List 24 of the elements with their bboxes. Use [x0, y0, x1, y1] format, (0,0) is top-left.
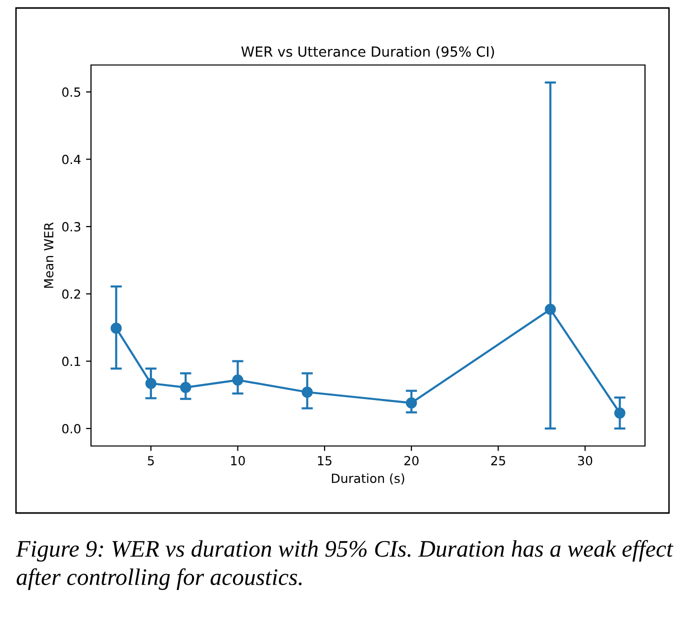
point [302, 386, 313, 398]
y-tick-label: 0.2 [62, 289, 80, 299]
y-tick-label: 0.3 [62, 222, 80, 232]
x-tick-label: 5 [148, 456, 154, 466]
point [614, 407, 626, 419]
point [180, 382, 192, 393]
x-tick-label: 25 [491, 456, 506, 466]
x-tick-label: 20 [404, 456, 419, 466]
y-axis-title: Mean WER [44, 222, 54, 288]
x-tick-label: 15 [318, 456, 332, 466]
y-tick-label: 0.1 [62, 356, 80, 366]
x-tick-label: 10 [231, 456, 245, 466]
y-tick-label: 0.4 [62, 154, 81, 164]
point [544, 304, 556, 315]
x-tick-label: 30 [578, 456, 592, 466]
y-tick-label: 0.5 [62, 87, 80, 97]
caption: Figure 9: WER vs duration with 95% CIs. Duration has a weak effect after controlling for acoustics. [16, 540, 674, 590]
point [145, 378, 156, 389]
point [406, 397, 417, 408]
y-tick-label: 0.0 [62, 424, 80, 434]
point [232, 374, 244, 386]
chart-title: WER vs Utterance Duration (95% CI) [241, 46, 494, 58]
point [110, 322, 122, 334]
x-axis-title: Duration (s) [332, 473, 404, 485]
